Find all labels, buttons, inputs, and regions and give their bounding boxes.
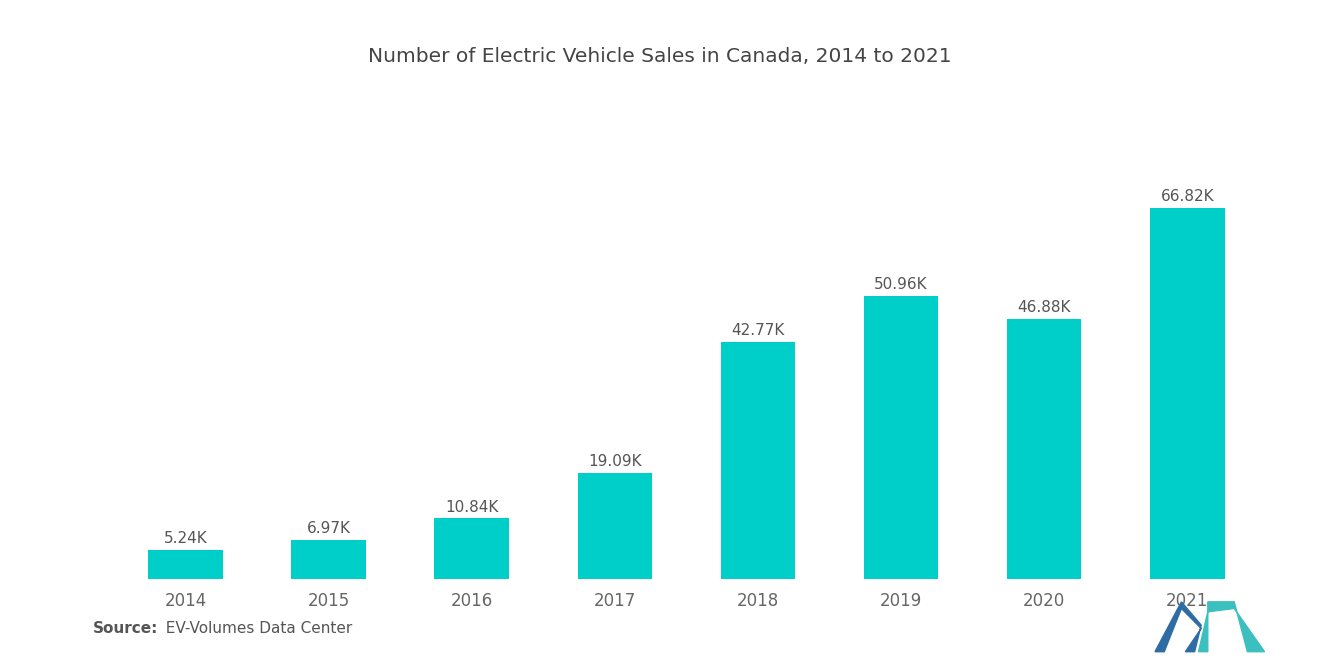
Bar bbox=[1007, 319, 1081, 579]
Text: 19.09K: 19.09K bbox=[587, 454, 642, 469]
Bar bbox=[434, 519, 510, 579]
Bar bbox=[1150, 208, 1225, 579]
Text: 6.97K: 6.97K bbox=[306, 521, 351, 536]
Bar bbox=[578, 473, 652, 579]
Text: 10.84K: 10.84K bbox=[445, 499, 499, 515]
Bar bbox=[721, 342, 795, 579]
Text: 66.82K: 66.82K bbox=[1160, 190, 1214, 204]
Text: 50.96K: 50.96K bbox=[874, 277, 928, 292]
Polygon shape bbox=[1199, 602, 1265, 652]
Text: 5.24K: 5.24K bbox=[164, 531, 207, 545]
Text: Source:: Source: bbox=[92, 621, 158, 636]
Text: Number of Electric Vehicle Sales in Canada, 2014 to 2021: Number of Electric Vehicle Sales in Cana… bbox=[368, 47, 952, 66]
Text: 46.88K: 46.88K bbox=[1018, 300, 1071, 315]
Polygon shape bbox=[1155, 602, 1201, 652]
Text: EV-Volumes Data Center: EV-Volumes Data Center bbox=[156, 621, 352, 636]
Bar bbox=[863, 296, 939, 579]
Bar bbox=[148, 549, 223, 579]
Text: 42.77K: 42.77K bbox=[731, 323, 784, 338]
Bar bbox=[292, 540, 366, 579]
